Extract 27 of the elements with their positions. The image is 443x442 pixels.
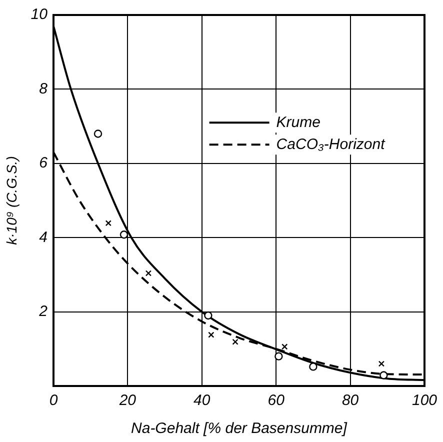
point: [94, 130, 102, 138]
x-tick-label: 80: [342, 392, 360, 410]
point: [232, 338, 238, 345]
point: [105, 220, 112, 226]
legend-label: Krume: [276, 114, 320, 131]
point: [309, 362, 318, 371]
point: [204, 311, 212, 320]
x-tick-label: 40: [194, 392, 211, 410]
y-tick-label: 4: [39, 228, 48, 246]
x-tick-label: 60: [268, 392, 286, 410]
point: [378, 360, 385, 367]
y-tick-label: 8: [39, 80, 48, 98]
point: [145, 270, 152, 276]
x-tick-label: 0: [49, 392, 58, 410]
point: [120, 230, 128, 239]
x-tick-label: 20: [118, 392, 137, 410]
y-tick-label: 2: [38, 302, 48, 320]
point: [274, 352, 283, 360]
point: [208, 332, 214, 338]
legend-label: CaCO₃-Horizont: [276, 136, 386, 153]
point: [282, 344, 288, 350]
point: [380, 371, 388, 380]
x-tick-label: 100: [412, 392, 438, 410]
y-tick-label: 6: [39, 154, 48, 172]
y-axis-title: k·10⁹ (C.G.S.): [3, 156, 20, 245]
x-axis-title: Na-Gehalt [% der Basensumme]: [131, 420, 348, 438]
y-tick-label: 10: [30, 6, 48, 24]
